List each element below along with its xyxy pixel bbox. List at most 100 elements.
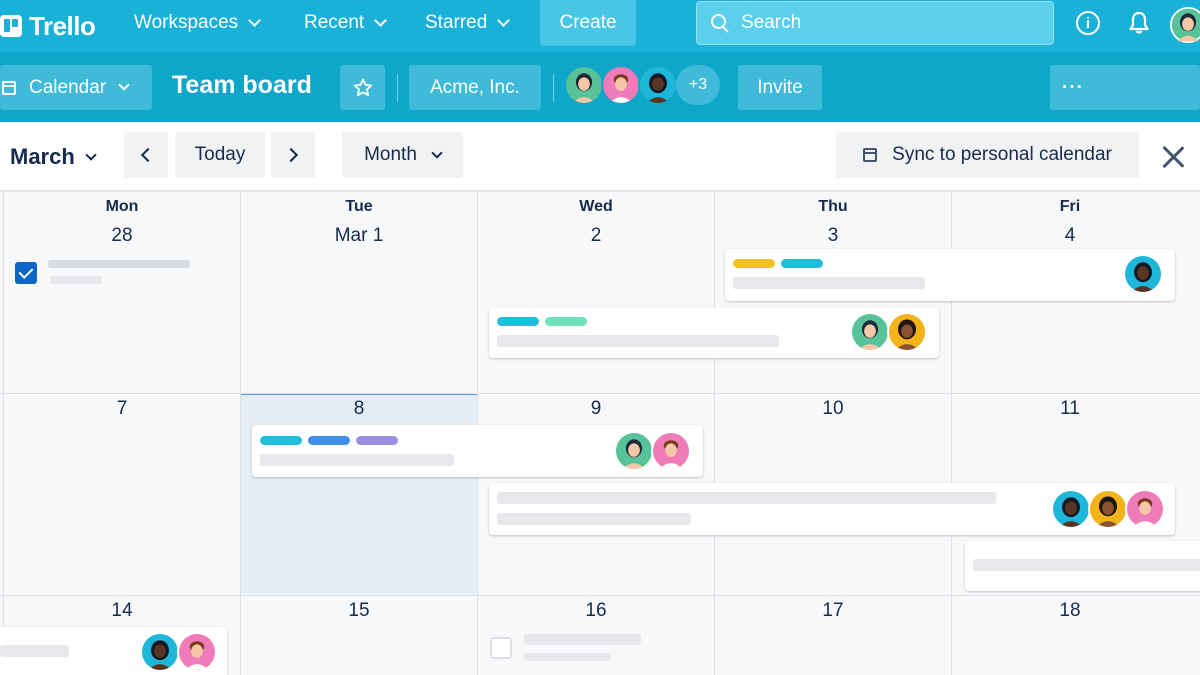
card-title-placeholder (524, 634, 641, 645)
day-number[interactable]: 15 (348, 600, 370, 621)
day-number[interactable]: 16 (585, 600, 607, 621)
star-board-button[interactable] (340, 65, 385, 110)
workspaces-label: Workspaces (134, 12, 239, 33)
avatar-face-icon (653, 433, 689, 469)
member-avatar[interactable] (177, 632, 217, 672)
card-title-placeholder (497, 335, 779, 347)
chevron-down-icon (497, 14, 511, 27)
close-icon[interactable] (1160, 144, 1186, 170)
calendar-card[interactable] (725, 249, 1175, 301)
board-menu-button[interactable]: ··· (1050, 65, 1200, 110)
member-avatar[interactable] (638, 65, 678, 105)
workspaces-menu[interactable]: Workspaces (134, 0, 262, 46)
day-number[interactable]: 28 (111, 225, 133, 246)
day-number[interactable]: 18 (1059, 600, 1081, 621)
divider (397, 74, 398, 102)
user-avatar[interactable] (1170, 7, 1200, 43)
next-button[interactable] (271, 132, 315, 178)
member-avatar[interactable] (887, 312, 927, 352)
card-label (308, 436, 350, 445)
card-title-placeholder (48, 260, 190, 268)
completed-checkbox[interactable] (15, 262, 37, 284)
invite-button[interactable]: Invite (738, 65, 822, 110)
day-number[interactable]: 14 (111, 600, 133, 621)
member-avatar[interactable] (614, 431, 654, 471)
notifications-bell-icon[interactable] (1127, 10, 1151, 36)
checkbox[interactable] (490, 637, 512, 659)
weekday-fri: Fri (1059, 198, 1081, 215)
month-label: March (10, 144, 75, 169)
member-avatar[interactable] (601, 65, 641, 105)
avatar-face-icon (1127, 491, 1163, 527)
day-number[interactable]: 8 (353, 398, 365, 419)
avatar-face-icon (640, 67, 676, 103)
avatar-face-icon (889, 314, 925, 350)
info-icon[interactable]: i (1076, 11, 1100, 35)
member-avatar[interactable] (1123, 254, 1163, 294)
day-number[interactable]: 3 (827, 225, 839, 246)
month-picker[interactable]: March (10, 144, 97, 170)
avatar-face-icon (179, 634, 215, 670)
day-number[interactable]: 4 (1064, 225, 1076, 246)
member-avatar[interactable] (1051, 489, 1091, 529)
calendar-view-switcher[interactable]: Calendar (0, 65, 152, 110)
day-number[interactable]: 11 (1060, 398, 1080, 419)
recent-label: Recent (304, 12, 365, 33)
recent-menu[interactable]: Recent (304, 0, 388, 46)
create-button[interactable]: Create (540, 0, 636, 46)
day-number[interactable]: 7 (116, 398, 128, 419)
day-number[interactable]: 10 (822, 398, 844, 419)
starred-menu[interactable]: Starred (425, 0, 511, 46)
calendar-card[interactable] (489, 483, 1175, 535)
previous-button[interactable] (124, 132, 168, 178)
avatar-face-icon (1125, 256, 1161, 292)
member-avatar[interactable] (564, 65, 604, 105)
member-avatar[interactable] (651, 431, 691, 471)
member-avatar[interactable] (850, 312, 890, 352)
day-number[interactable]: 2 (590, 225, 602, 246)
card-title-placeholder (973, 559, 1200, 571)
chevron-down-icon (85, 148, 97, 161)
board-title[interactable]: Team board (172, 71, 312, 99)
card-meta-placeholder (524, 653, 611, 661)
chevron-down-icon (431, 146, 443, 159)
member-avatar[interactable] (1088, 489, 1128, 529)
calendar-card[interactable] (489, 308, 939, 358)
avatar-face-icon (616, 433, 652, 469)
card-title-placeholder (497, 492, 996, 504)
board-header: Calendar Team board Acme, Inc. (0, 52, 1200, 122)
view-mode-select[interactable]: Month (342, 132, 463, 178)
day-number[interactable]: 9 (590, 398, 602, 419)
calendar-card[interactable] (0, 627, 227, 675)
weekday-mon: Mon (105, 198, 139, 215)
calendar-icon (2, 80, 16, 95)
star-icon (353, 78, 372, 96)
sync-calendar-button[interactable]: Sync to personal calendar (836, 132, 1139, 178)
member-avatar[interactable] (140, 632, 180, 672)
calendar-card[interactable] (965, 541, 1200, 591)
day-number[interactable]: 17 (822, 600, 844, 621)
top-navigation: Trello Workspaces Recent Starred Create … (0, 0, 1200, 52)
trello-logo-icon (0, 15, 22, 37)
calendar-icon (863, 148, 878, 162)
avatar-face-icon (566, 67, 602, 103)
weekday-thu: Thu (818, 198, 848, 215)
day-number[interactable]: Mar 1 (334, 225, 384, 246)
grid-line (951, 192, 952, 675)
card-label (733, 259, 775, 268)
member-avatar[interactable] (1125, 489, 1165, 529)
chevron-right-icon (283, 147, 299, 163)
trello-logo[interactable]: Trello (0, 11, 96, 41)
workspace-button[interactable]: Acme, Inc. (409, 65, 541, 110)
weekday-tue: Tue (345, 198, 373, 215)
view-label: Calendar (29, 76, 107, 98)
today-cell[interactable] (241, 393, 477, 594)
today-button[interactable]: Today (175, 132, 265, 178)
search-input[interactable]: Search (696, 1, 1054, 45)
chevron-down-icon (374, 14, 388, 27)
card-title-placeholder (733, 277, 925, 289)
more-members-count[interactable]: +3 (676, 65, 720, 105)
avatar-face-icon (1170, 7, 1200, 43)
sync-label: Sync to personal calendar (892, 144, 1112, 165)
calendar-card[interactable] (252, 425, 703, 477)
